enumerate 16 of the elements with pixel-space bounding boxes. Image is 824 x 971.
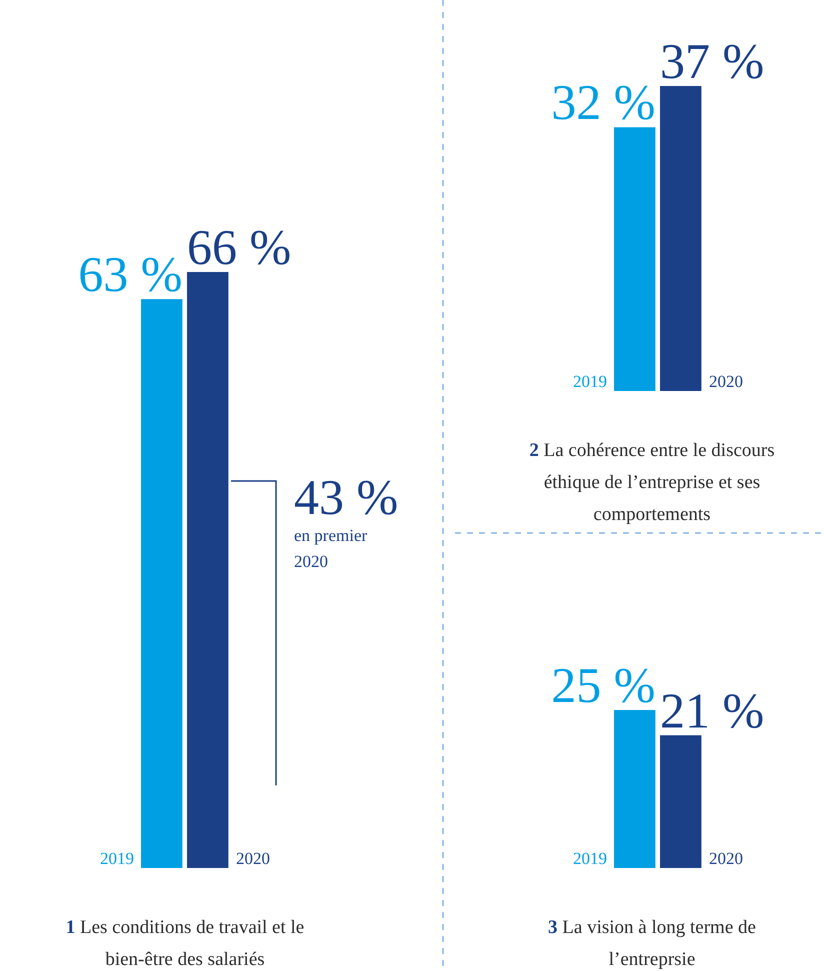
data-label: 37 % (660, 33, 764, 89)
data-label: 32 % (551, 74, 656, 130)
data-label: 63 % (78, 246, 182, 302)
text: 3 La vision à long terme de l’entreprsie (547, 916, 757, 971)
text: 1 Les conditions de travail et le bien-être des salariés (64, 916, 306, 971)
x-tick-label: 2020 (709, 372, 743, 391)
data-label: 66 % (187, 219, 292, 275)
text: 2 La cohérence entre le discours éthique de l’entreprise et ses comportements (528, 439, 776, 527)
x-tick-label: 2019 (100, 849, 134, 868)
data-label: 21 % (660, 682, 764, 738)
annotation: 43 % en premier 2020 (294, 468, 398, 573)
x-tick-label: 2019 (573, 372, 607, 391)
x-tick-label: 2020 (709, 849, 743, 868)
x-tick-label: 2019 (573, 849, 607, 868)
data-label: 25 % (551, 657, 656, 713)
x-tick-label: 2020 (236, 849, 270, 868)
